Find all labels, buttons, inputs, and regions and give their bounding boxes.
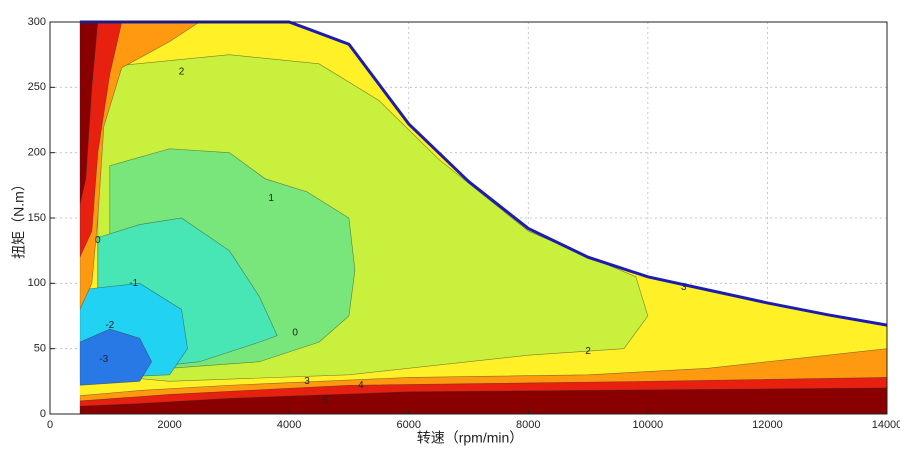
contour-label: -1 (129, 278, 138, 289)
x-axis-label: 转速（rpm/min） (417, 430, 524, 446)
contour-label: 5 (322, 396, 328, 407)
contour-label: 0 (95, 235, 101, 246)
envelope-line (79, 20, 888, 327)
x-tick-label: 4000 (277, 419, 301, 431)
contour-region (79, 22, 201, 310)
contour-label: 4 (358, 380, 364, 391)
x-tick-label: 10000 (633, 419, 664, 431)
contour-region (79, 328, 152, 386)
y-tick-label: 100 (28, 277, 46, 289)
contour-label: 3 (304, 376, 310, 387)
x-tick-label: 6000 (396, 419, 420, 431)
y-tick-label: 50 (34, 343, 46, 355)
contour-label: 2 (585, 346, 591, 357)
x-tick-label: 8000 (516, 419, 540, 431)
y-axis-label: 扭矩（N.m） (11, 177, 27, 259)
contour-label: 1 (268, 193, 274, 204)
x-tick-label: 0 (47, 419, 53, 431)
contour-label: 2 (179, 66, 185, 77)
y-tick-label: 150 (28, 212, 46, 224)
contour-label: -3 (99, 354, 108, 365)
contour-label: 3 (681, 282, 687, 293)
contour-region (79, 22, 99, 205)
x-tick-label: 2000 (157, 419, 181, 431)
x-tick-label: 12000 (752, 419, 783, 431)
y-tick-label: 250 (28, 81, 46, 93)
contour-region (79, 387, 887, 414)
contour-label: -2 (105, 320, 114, 331)
contour-label: 0 (292, 328, 298, 339)
y-tick-label: 300 (28, 16, 46, 28)
x-tick-label: 14000 (872, 419, 900, 431)
y-tick-label: 0 (40, 408, 46, 420)
y-tick-label: 200 (28, 147, 46, 159)
